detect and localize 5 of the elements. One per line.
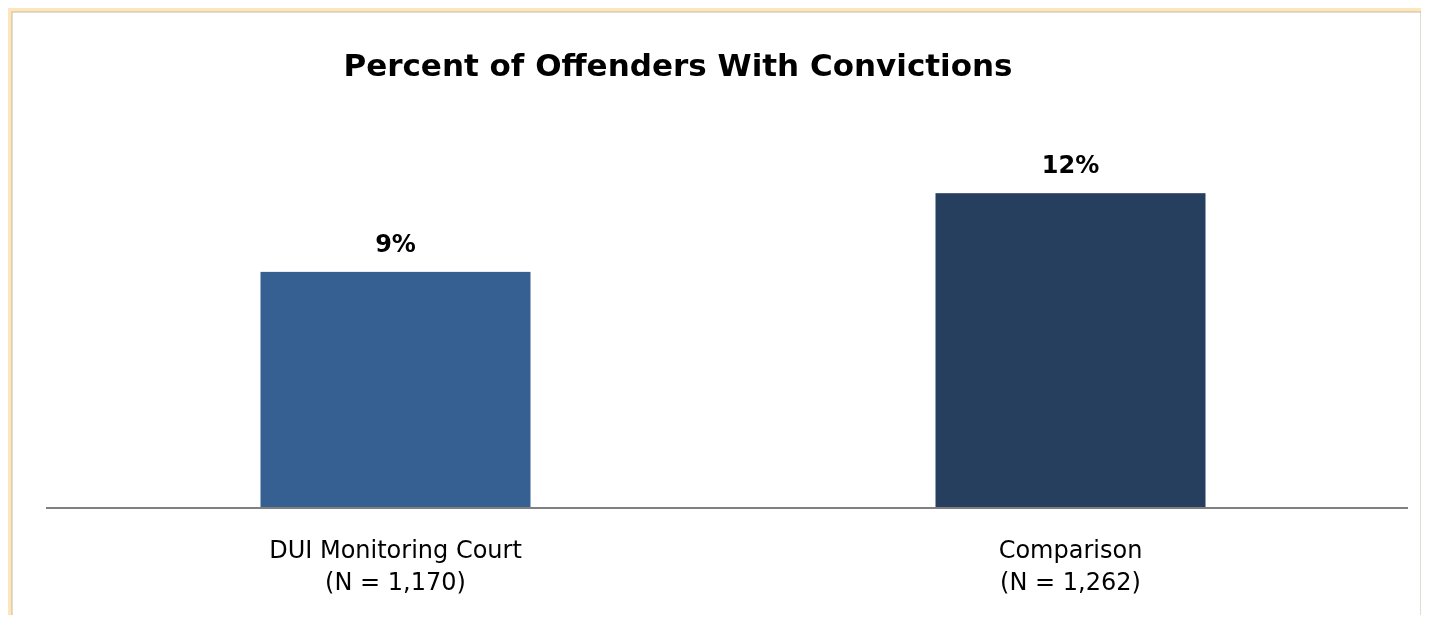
chart-title: Percent of Offenders With Convictions [343, 47, 1013, 83]
x-tick-label: Comparison (N = 1,262) [998, 536, 1143, 596]
data-label: 9% [375, 229, 416, 258]
data-label: 12% [1041, 151, 1100, 180]
x-tick-label: DUI Monitoring Court (N = 1,170) [269, 536, 522, 596]
